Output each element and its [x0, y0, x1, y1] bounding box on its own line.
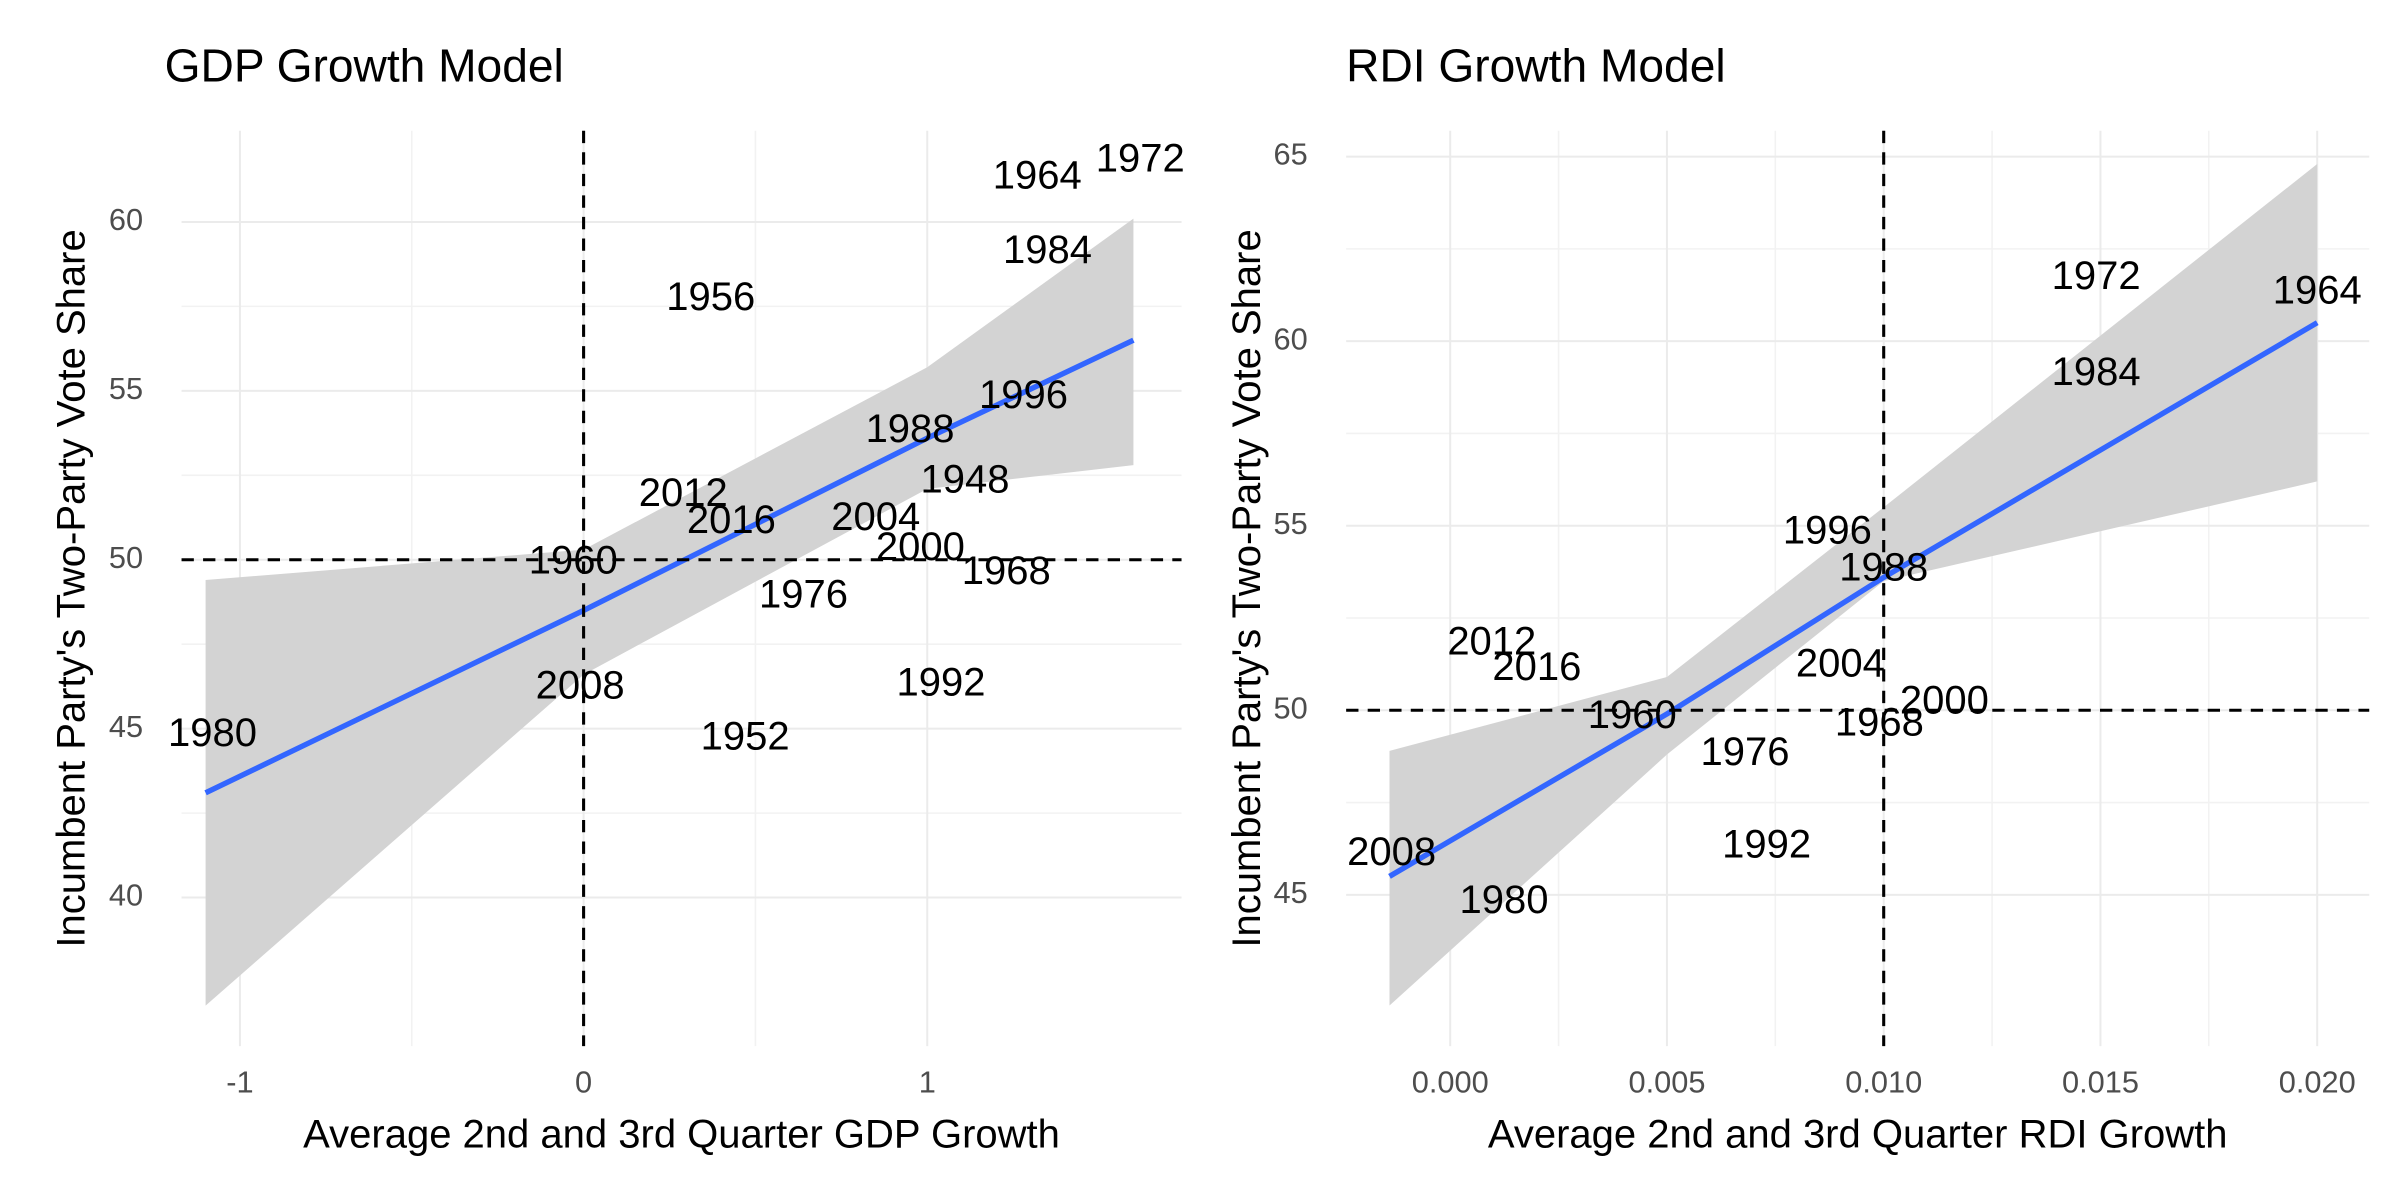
y-tick-label: 45: [109, 709, 143, 744]
point-label: 2016: [1492, 645, 1581, 689]
chart-title: GDP Growth Model: [165, 39, 564, 91]
point-label: 1980: [168, 711, 257, 755]
x-axis-label: Average 2nd and 3rd Quarter GDP Growth: [303, 1112, 1060, 1156]
x-tick-label: 0.005: [1628, 1065, 1705, 1100]
point-label: 2016: [687, 498, 776, 542]
point-label: 1960: [1588, 693, 1677, 737]
y-axis-label: Incumbent Party's Two-Party Vote Share: [1225, 229, 1269, 947]
y-tick-label: 60: [1273, 321, 1307, 356]
y-tick-label: 45: [1273, 875, 1307, 910]
point-label: 1968: [962, 549, 1051, 593]
y-tick-label: 50: [1273, 690, 1307, 725]
point-label: 1984: [1003, 228, 1092, 272]
x-tick-label: 0.000: [1412, 1065, 1489, 1100]
y-tick-label: 55: [109, 371, 143, 406]
point-label: 1976: [759, 572, 848, 616]
point-label: 2008: [1347, 830, 1436, 874]
point-label: 2004: [1796, 642, 1885, 686]
point-label: 1972: [1096, 137, 1185, 181]
y-tick-label: 60: [109, 202, 143, 237]
x-tick-label: 1: [919, 1065, 936, 1100]
point-label: 2008: [536, 664, 625, 708]
point-label: 1960: [529, 539, 618, 583]
point-label: 1972: [2052, 254, 2141, 298]
point-label: 2000: [1900, 678, 1989, 722]
point-label: 2012: [1447, 619, 1536, 663]
y-tick-label: 40: [109, 878, 143, 913]
point-label: 1988: [1839, 546, 1928, 590]
x-tick-label: 0.010: [1845, 1065, 1922, 1100]
point-label: 2004: [831, 495, 920, 539]
point-label: 2012: [639, 471, 728, 515]
point-label: 1964: [2273, 269, 2362, 313]
x-tick-label: 0.015: [2062, 1065, 2139, 1100]
point-label: 2000: [876, 525, 965, 569]
point-label: 1952: [701, 714, 790, 758]
point-label: 1948: [921, 458, 1010, 502]
point-label: 1968: [1835, 701, 1924, 745]
point-label: 1992: [1722, 822, 1811, 866]
x-tick-label: -1: [226, 1065, 253, 1100]
point-label: 1980: [1459, 878, 1548, 922]
y-axis-label: Incumbent Party's Two-Party Vote Share: [49, 229, 93, 947]
point-label: 1956: [666, 275, 755, 319]
x-tick-label: 0: [575, 1065, 592, 1100]
x-tick-label: 0.020: [2279, 1065, 2356, 1100]
fit-line: [1388, 320, 2319, 879]
y-tick-label: 55: [1273, 506, 1307, 541]
point-label: 1976: [1700, 730, 1789, 774]
point-label: 1964: [993, 154, 1082, 198]
point-label: 1996: [979, 373, 1068, 417]
point-label: 1996: [1783, 509, 1872, 553]
point-label: 1992: [896, 660, 985, 704]
confidence-band: [1389, 163, 2318, 1006]
y-tick-label: 50: [109, 540, 143, 575]
y-tick-label: 65: [1273, 137, 1307, 172]
point-label: 1984: [2052, 350, 2141, 394]
chart-title: RDI Growth Model: [1346, 39, 1726, 91]
point-label: 1988: [866, 407, 955, 451]
confidence-band: [205, 218, 1134, 1006]
fit-line: [204, 337, 1135, 796]
x-axis-label: Average 2nd and 3rd Quarter RDI Growth: [1488, 1112, 2228, 1156]
